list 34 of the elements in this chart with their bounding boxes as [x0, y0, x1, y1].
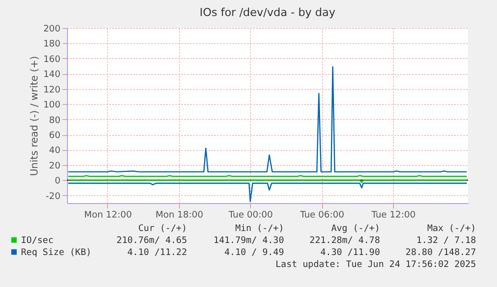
x-tick-label: Tue 06:00: [299, 210, 344, 220]
y-tick-label: 60: [49, 131, 61, 142]
text: Cur (-/+): [138, 224, 187, 234]
y-tick-label: 200: [43, 24, 61, 34]
x-tick-label: Mon 12:00: [84, 210, 132, 220]
text: 1.32 / 7.18: [416, 236, 476, 246]
text: 221.28m/ 4.78: [310, 236, 380, 246]
y-tick-label: 80: [49, 116, 61, 126]
x-tick-label: Mon 18:00: [155, 210, 204, 220]
y-tick-label: 0: [54, 176, 61, 187]
y-tick-label: 40: [49, 146, 61, 156]
y-tick-label: 140: [43, 70, 61, 80]
text: Avg (-/+): [331, 224, 380, 234]
text: Last update: Tue Jun 24 17:56:02 2025: [276, 260, 476, 270]
y-tick-label: 180: [43, 40, 61, 50]
y-tick-label: 100: [43, 100, 61, 111]
legend-label: Req Size (KB): [21, 248, 92, 258]
text: 4.10 /11.22: [127, 248, 187, 258]
text: 28.80 /148.27: [406, 248, 476, 258]
text: 4.30 /11.90: [320, 248, 380, 258]
legend-label: IO/sec: [21, 236, 54, 246]
x-tick-label: Tue 12:00: [370, 210, 416, 220]
text: Max (-/+): [427, 224, 476, 234]
text: 141.79m/ 4.30: [214, 236, 284, 246]
y-tick-label: 120: [43, 85, 61, 96]
text: Min (-/+): [235, 224, 284, 234]
y-tick-label: 160: [43, 54, 61, 65]
chart-title: IOs for /dev/vda - by day: [200, 6, 336, 19]
x-tick-label: Tue 00:00: [228, 210, 274, 220]
y-axis-title: Units read (-) / write (+): [29, 56, 40, 176]
text: 4.10 / 9.49: [224, 248, 284, 258]
text: 210.76m/ 4.65: [116, 236, 187, 246]
y-tick-label: 20: [49, 161, 61, 172]
y-tick-label: -20: [46, 192, 61, 202]
